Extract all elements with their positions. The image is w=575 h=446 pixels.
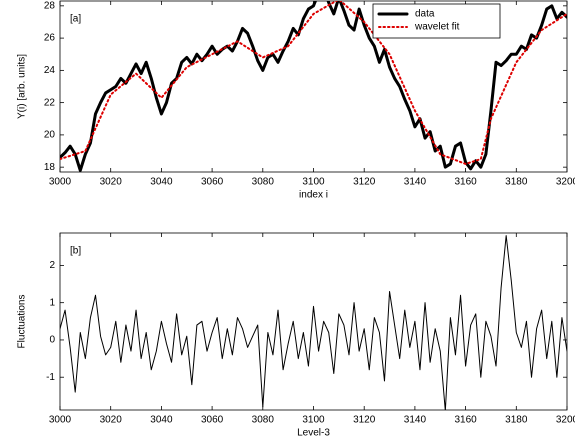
y-axis-label: Y(i) [arb. units] bbox=[17, 54, 28, 119]
series-line bbox=[60, 1, 567, 165]
plot-lines bbox=[60, 235, 567, 410]
y-tick-label: 26 bbox=[44, 33, 56, 44]
x-tick-label: 3180 bbox=[505, 177, 528, 188]
series-line bbox=[60, 1, 567, 172]
y-tick-label: 1 bbox=[49, 297, 55, 308]
x-axis-label: Level-3 bbox=[297, 428, 330, 439]
legend-label: data bbox=[415, 9, 435, 20]
x-tick-label: 3000 bbox=[49, 177, 72, 188]
x-tick-label: 3140 bbox=[404, 415, 427, 426]
series-line bbox=[60, 235, 567, 410]
y-tick-label: -1 bbox=[46, 372, 55, 383]
plot-lines bbox=[60, 1, 567, 172]
x-tick-label: 3120 bbox=[353, 177, 376, 188]
y-tick-label: 2 bbox=[49, 260, 55, 271]
y-tick-label: 22 bbox=[44, 97, 56, 108]
y-tick-label: 18 bbox=[44, 162, 56, 173]
x-tick-label: 3100 bbox=[302, 177, 325, 188]
x-tick-label: 3020 bbox=[100, 177, 123, 188]
x-tick-label: 3200 bbox=[556, 415, 575, 426]
x-tick-label: 3040 bbox=[150, 177, 173, 188]
x-tick-label: 3160 bbox=[454, 415, 477, 426]
x-tick-label: 3040 bbox=[150, 415, 173, 426]
x-tick-label: 3140 bbox=[404, 177, 427, 188]
x-axis-label: index i bbox=[299, 190, 328, 201]
panel-label: [a] bbox=[70, 14, 81, 25]
x-tick-label: 3080 bbox=[252, 415, 275, 426]
y-tick-label: 20 bbox=[44, 130, 56, 141]
x-tick-label: 3060 bbox=[201, 415, 224, 426]
plot-frame bbox=[59, 232, 568, 411]
x-tick-label: 3200 bbox=[556, 177, 575, 188]
x-tick-label: 3060 bbox=[201, 177, 224, 188]
x-tick-label: 3100 bbox=[302, 415, 325, 426]
y-tick-label: 0 bbox=[49, 335, 55, 346]
legend-label: wavelet fit bbox=[414, 22, 460, 33]
y-axis-label: Fluctuations bbox=[17, 295, 28, 349]
y-tick-label: 24 bbox=[44, 65, 56, 76]
legend-box bbox=[372, 3, 501, 39]
panel-label: [b] bbox=[70, 246, 81, 257]
x-tick-label: 3020 bbox=[100, 415, 123, 426]
y-tick-label: 28 bbox=[44, 0, 56, 11]
x-tick-label: 3080 bbox=[252, 177, 275, 188]
x-tick-label: 3000 bbox=[49, 415, 72, 426]
x-tick-label: 3160 bbox=[454, 177, 477, 188]
x-tick-label: 3120 bbox=[353, 415, 376, 426]
x-tick-label: 3180 bbox=[505, 415, 528, 426]
